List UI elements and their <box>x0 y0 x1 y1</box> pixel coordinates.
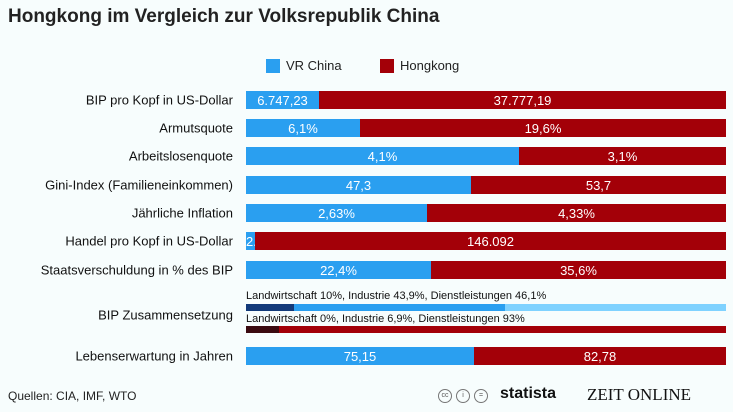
bar-hongkong: 4,33% <box>427 204 726 222</box>
row-label: BIP Zusammensetzung <box>98 307 233 323</box>
legend-swatch-china <box>266 58 280 73</box>
bar-china: 47,3 <box>246 176 471 194</box>
legend-label: Hongkong <box>400 58 460 73</box>
row-label: BIP pro Kopf in US-Dollar <box>85 92 233 108</box>
row-label: Armutsquote <box>159 120 233 136</box>
bar-hongkong: 19,6% <box>360 119 726 137</box>
statista-logo: statista <box>500 385 557 402</box>
bar-china: 2,63% <box>246 204 427 222</box>
nd-icon: = <box>474 389 488 403</box>
zeit-online-logo: ZEIT ONLINE <box>587 385 692 404</box>
bar-china: 6.747,23 <box>246 91 319 109</box>
composition-china-segment <box>246 304 294 311</box>
composition-text-hongkong: Landwirtschaft 0%, Industrie 6,9%, Diens… <box>246 313 525 325</box>
composition-china-segment <box>504 304 726 311</box>
source-note: Quellen: CIA, IMF, WTO <box>8 389 137 403</box>
row-label: Handel pro Kopf in US-Dollar <box>65 233 233 249</box>
row-label: Jährliche Inflation <box>131 205 233 221</box>
legend-swatch-hongkong <box>380 58 394 73</box>
row-label: Staatsverschuldung in % des BIP <box>40 262 233 278</box>
bar-china: 6,1% <box>246 119 360 137</box>
bar-hongkong: 35,6% <box>431 261 726 279</box>
legend-china: VR China <box>266 58 342 73</box>
chart-title: Hongkong im Vergleich zur Volksrepublik … <box>8 6 440 27</box>
row-label: Arbeitslosenquote <box>128 148 233 164</box>
bar-china: 22,4% <box>246 261 431 279</box>
composition-hongkong-segment <box>246 326 280 333</box>
bar-hongkong: 37.777,19 <box>319 91 726 109</box>
row-label: Gini-Index (Familieneinkommen) <box>45 177 233 193</box>
row-label: Lebenserwartung in Jahren <box>75 348 233 364</box>
composition-text-china: Landwirtschaft 10%, Industrie 43,9%, Die… <box>246 290 547 302</box>
by-icon: i <box>456 389 470 403</box>
bar-hongkong: 146.092 <box>255 232 726 250</box>
composition-hongkong-segment <box>279 326 726 333</box>
composition-china-segment <box>294 304 505 311</box>
bar-hongkong: 3,1% <box>519 147 726 165</box>
legend-label: VR China <box>286 58 342 73</box>
bar-china: 2.853 <box>246 232 279 250</box>
bar-hongkong: 82,78 <box>474 347 726 365</box>
license-icons: cc i = <box>438 389 488 403</box>
bar-china: 75,15 <box>246 347 474 365</box>
cc-icon: cc <box>438 389 452 403</box>
legend-hongkong: Hongkong <box>380 58 459 73</box>
bar-china: 4,1% <box>246 147 519 165</box>
bar-hongkong: 53,7 <box>471 176 726 194</box>
